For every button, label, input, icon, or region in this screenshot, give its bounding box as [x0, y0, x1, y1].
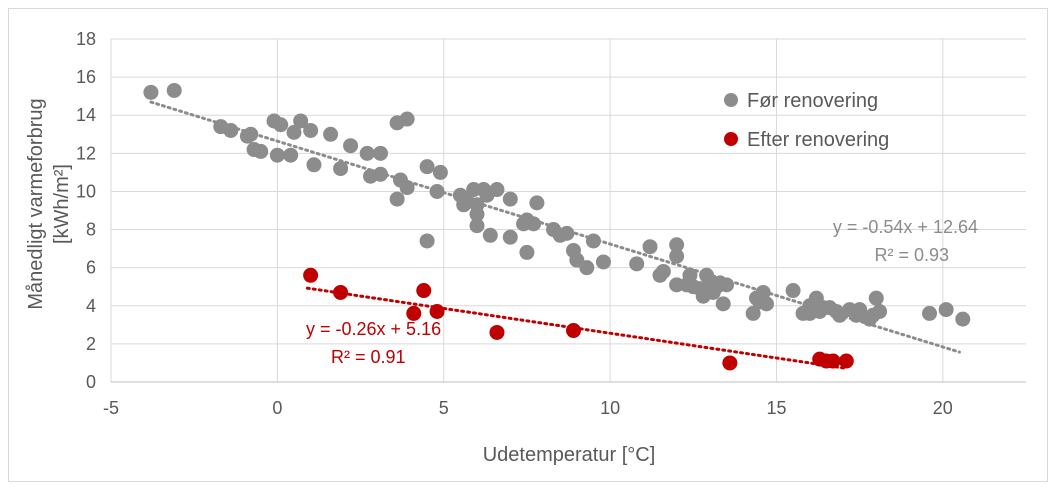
data-point-before: [715, 296, 731, 312]
data-point-before: [306, 157, 322, 173]
y-axis-label-line2: [kWh/m²]: [51, 164, 73, 244]
data-point-before: [373, 145, 389, 161]
trendline-r2-after: R² = 0.91: [331, 347, 406, 367]
y-tick-label: 8: [86, 220, 96, 240]
tick-labels: 0 2 4 6 8 10 12 14 16 18 -5 0 5 10 15 20: [76, 29, 953, 418]
data-point-before: [373, 166, 389, 182]
data-point-before: [269, 147, 285, 163]
x-tick-label: 15: [766, 398, 786, 418]
data-point-before: [585, 233, 601, 249]
data-point-before: [419, 233, 435, 249]
data-point-before: [559, 225, 575, 241]
data-point-before: [755, 284, 771, 300]
data-point-before: [629, 256, 645, 272]
x-tick-label: 5: [439, 398, 449, 418]
data-point-before: [293, 113, 309, 129]
data-point-before: [655, 263, 671, 279]
data-point-before: [166, 82, 182, 98]
data-point-after: [416, 283, 432, 299]
data-point-before: [273, 117, 289, 133]
y-tick-label: 10: [76, 181, 96, 201]
data-point-before: [343, 138, 359, 154]
data-point-before: [419, 159, 435, 175]
y-tick-label: 12: [76, 143, 96, 163]
data-point-before: [595, 254, 611, 270]
data-point-before: [253, 143, 269, 159]
data-point-before: [529, 195, 545, 211]
data-point-before: [482, 227, 498, 243]
data-point-before: [333, 161, 349, 177]
y-tick-label: 6: [86, 258, 96, 278]
data-point-before: [872, 303, 888, 319]
y-axis-label-line1: Månedligt varmeforbrug: [25, 98, 47, 309]
data-point-before: [852, 302, 868, 318]
data-point-before: [785, 283, 801, 299]
legend-label-after: Efter renovering: [747, 129, 889, 151]
data-point-before: [432, 164, 448, 180]
data-point-before: [323, 126, 339, 142]
trendline-r2-before: R² = 0.93: [874, 245, 949, 265]
data-point-after: [722, 355, 738, 371]
data-point-before: [359, 145, 375, 161]
data-point-before: [399, 180, 415, 196]
data-point-before: [758, 296, 774, 312]
data-point-before: [469, 206, 485, 222]
data-point-before: [868, 290, 884, 306]
data-point-before: [938, 302, 954, 318]
y-tick-label: 2: [86, 334, 96, 354]
y-tick-label: 18: [76, 29, 96, 49]
data-point-before: [283, 147, 299, 163]
data-point-before: [579, 260, 595, 276]
x-tick-label: 10: [600, 398, 620, 418]
data-point-after: [565, 323, 581, 339]
data-point-before: [469, 218, 485, 234]
data-point-before: [502, 229, 518, 245]
legend: Før renovering Efter renovering: [724, 90, 889, 151]
data-point-after: [838, 353, 854, 369]
x-tick-label: 0: [272, 398, 282, 418]
chart-frame: 0 2 4 6 8 10 12 14 16 18 -5 0 5 10 15 20 Udetemperatur …: [8, 8, 1048, 482]
data-point-before: [389, 191, 405, 207]
data-point-before: [519, 244, 535, 260]
data-point-before: [502, 191, 518, 207]
y-tick-label: 14: [76, 105, 96, 125]
data-point-before: [719, 277, 735, 293]
data-point-before: [429, 183, 445, 199]
data-point-after: [825, 353, 841, 369]
trendline-equation-after: y = -0.26x + 5.16: [306, 319, 441, 339]
legend-label-before: Før renovering: [747, 90, 878, 112]
data-point-after: [429, 303, 445, 319]
data-point-after: [333, 284, 349, 300]
data-point-before: [399, 111, 415, 127]
data-point-before: [243, 126, 259, 142]
data-point-before: [745, 305, 761, 321]
data-point-before: [223, 122, 239, 138]
data-point-before: [955, 311, 971, 327]
data-point-after: [303, 267, 319, 283]
x-tick-label: 20: [933, 398, 953, 418]
x-axis-label: Udetemperatur [°C]: [483, 444, 656, 466]
data-point-before: [303, 122, 319, 138]
data-point-before: [642, 239, 658, 255]
data-point-before: [669, 237, 685, 253]
data-point-after: [489, 324, 505, 340]
data-point-before: [143, 84, 159, 100]
data-point-before: [922, 305, 938, 321]
legend-marker-before: [724, 93, 738, 107]
y-tick-label: 0: [86, 372, 96, 392]
data-point-before: [489, 182, 505, 198]
x-tick-label: -5: [103, 398, 119, 418]
data-point-before: [682, 267, 698, 283]
trendline-equation-before: y = -0.54x + 12.64: [833, 217, 978, 237]
data-point-after: [406, 305, 422, 321]
data-point-before: [669, 248, 685, 264]
data-point-before: [286, 124, 302, 140]
y-tick-label: 16: [76, 67, 96, 87]
scatter-chart: 0 2 4 6 8 10 12 14 16 18 -5 0 5 10 15 20 Udetemperatur …: [25, 29, 1026, 466]
legend-marker-after: [724, 132, 738, 146]
data-points: [143, 82, 971, 371]
data-point-before: [526, 216, 542, 232]
y-tick-label: 4: [86, 296, 96, 316]
